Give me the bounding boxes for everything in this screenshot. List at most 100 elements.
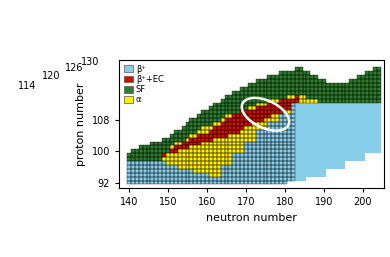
Bar — [248, 145, 252, 149]
Bar — [291, 75, 295, 79]
Bar — [232, 138, 236, 142]
Bar — [201, 149, 205, 153]
Bar — [264, 122, 268, 126]
Bar — [209, 161, 213, 165]
Bar — [373, 83, 377, 87]
Bar — [361, 87, 365, 91]
Bar — [166, 142, 170, 145]
Bar — [279, 103, 283, 106]
Bar — [166, 161, 170, 165]
Bar — [131, 173, 135, 177]
Bar — [377, 149, 381, 153]
Bar — [162, 145, 166, 149]
Bar — [264, 181, 268, 185]
Bar — [143, 153, 147, 157]
Bar — [279, 145, 283, 149]
Bar — [334, 126, 338, 130]
Bar — [330, 91, 334, 95]
Bar — [225, 142, 229, 145]
Bar — [268, 103, 271, 106]
Bar — [209, 181, 213, 185]
Bar — [342, 110, 346, 114]
Bar — [279, 87, 283, 91]
Bar — [166, 165, 170, 169]
Bar — [135, 177, 139, 181]
Bar — [326, 91, 330, 95]
Bar — [240, 149, 244, 153]
Bar — [264, 153, 268, 157]
Bar — [190, 118, 193, 122]
Bar — [229, 177, 232, 181]
Bar — [221, 153, 225, 157]
Bar — [357, 83, 361, 87]
Bar — [314, 173, 318, 177]
Bar — [213, 173, 217, 177]
Bar — [279, 95, 283, 99]
Bar — [283, 138, 287, 142]
Bar — [346, 91, 349, 95]
Bar — [338, 165, 342, 169]
Bar — [295, 67, 299, 71]
Bar — [252, 149, 256, 153]
Bar — [349, 145, 353, 149]
Bar — [260, 138, 264, 142]
Bar — [217, 173, 221, 177]
Bar — [225, 118, 229, 122]
Bar — [248, 91, 252, 95]
Bar — [213, 130, 217, 134]
Bar — [213, 181, 217, 185]
Bar — [260, 110, 264, 114]
Bar — [147, 169, 151, 173]
Bar — [361, 87, 365, 91]
Bar — [260, 142, 264, 145]
Bar — [322, 130, 326, 134]
Bar — [244, 173, 248, 177]
Bar — [236, 118, 240, 122]
Bar — [217, 149, 221, 153]
Bar — [186, 153, 190, 157]
Bar — [260, 106, 264, 110]
Bar — [353, 83, 357, 87]
Bar — [314, 87, 318, 91]
Bar — [158, 173, 162, 177]
Bar — [307, 122, 310, 126]
Bar — [154, 165, 158, 169]
Bar — [349, 99, 353, 103]
Bar — [268, 138, 271, 142]
Bar — [217, 103, 221, 106]
Bar — [232, 99, 236, 103]
Bar — [283, 173, 287, 177]
Bar — [162, 138, 166, 142]
Bar — [349, 122, 353, 126]
Bar — [193, 165, 197, 169]
Bar — [357, 95, 361, 99]
Bar — [260, 110, 264, 114]
Bar — [365, 106, 369, 110]
Bar — [197, 126, 201, 130]
Bar — [197, 138, 201, 142]
Bar — [268, 157, 271, 161]
Bar — [275, 138, 279, 142]
Bar — [213, 126, 217, 130]
Bar — [307, 83, 310, 87]
Bar — [131, 149, 135, 153]
Bar — [158, 177, 162, 181]
Bar — [268, 142, 271, 145]
Bar — [225, 161, 229, 165]
Bar — [318, 130, 322, 134]
Bar — [232, 177, 236, 181]
Bar — [236, 130, 240, 134]
Bar — [373, 79, 377, 83]
Bar — [353, 134, 357, 138]
Bar — [229, 181, 232, 185]
Bar — [279, 83, 283, 87]
Bar — [291, 122, 295, 126]
Bar — [264, 118, 268, 122]
Bar — [139, 153, 143, 157]
Bar — [201, 177, 205, 181]
Bar — [182, 145, 186, 149]
Bar — [240, 106, 244, 110]
Bar — [275, 103, 279, 106]
Bar — [275, 75, 279, 79]
Bar — [166, 177, 170, 181]
